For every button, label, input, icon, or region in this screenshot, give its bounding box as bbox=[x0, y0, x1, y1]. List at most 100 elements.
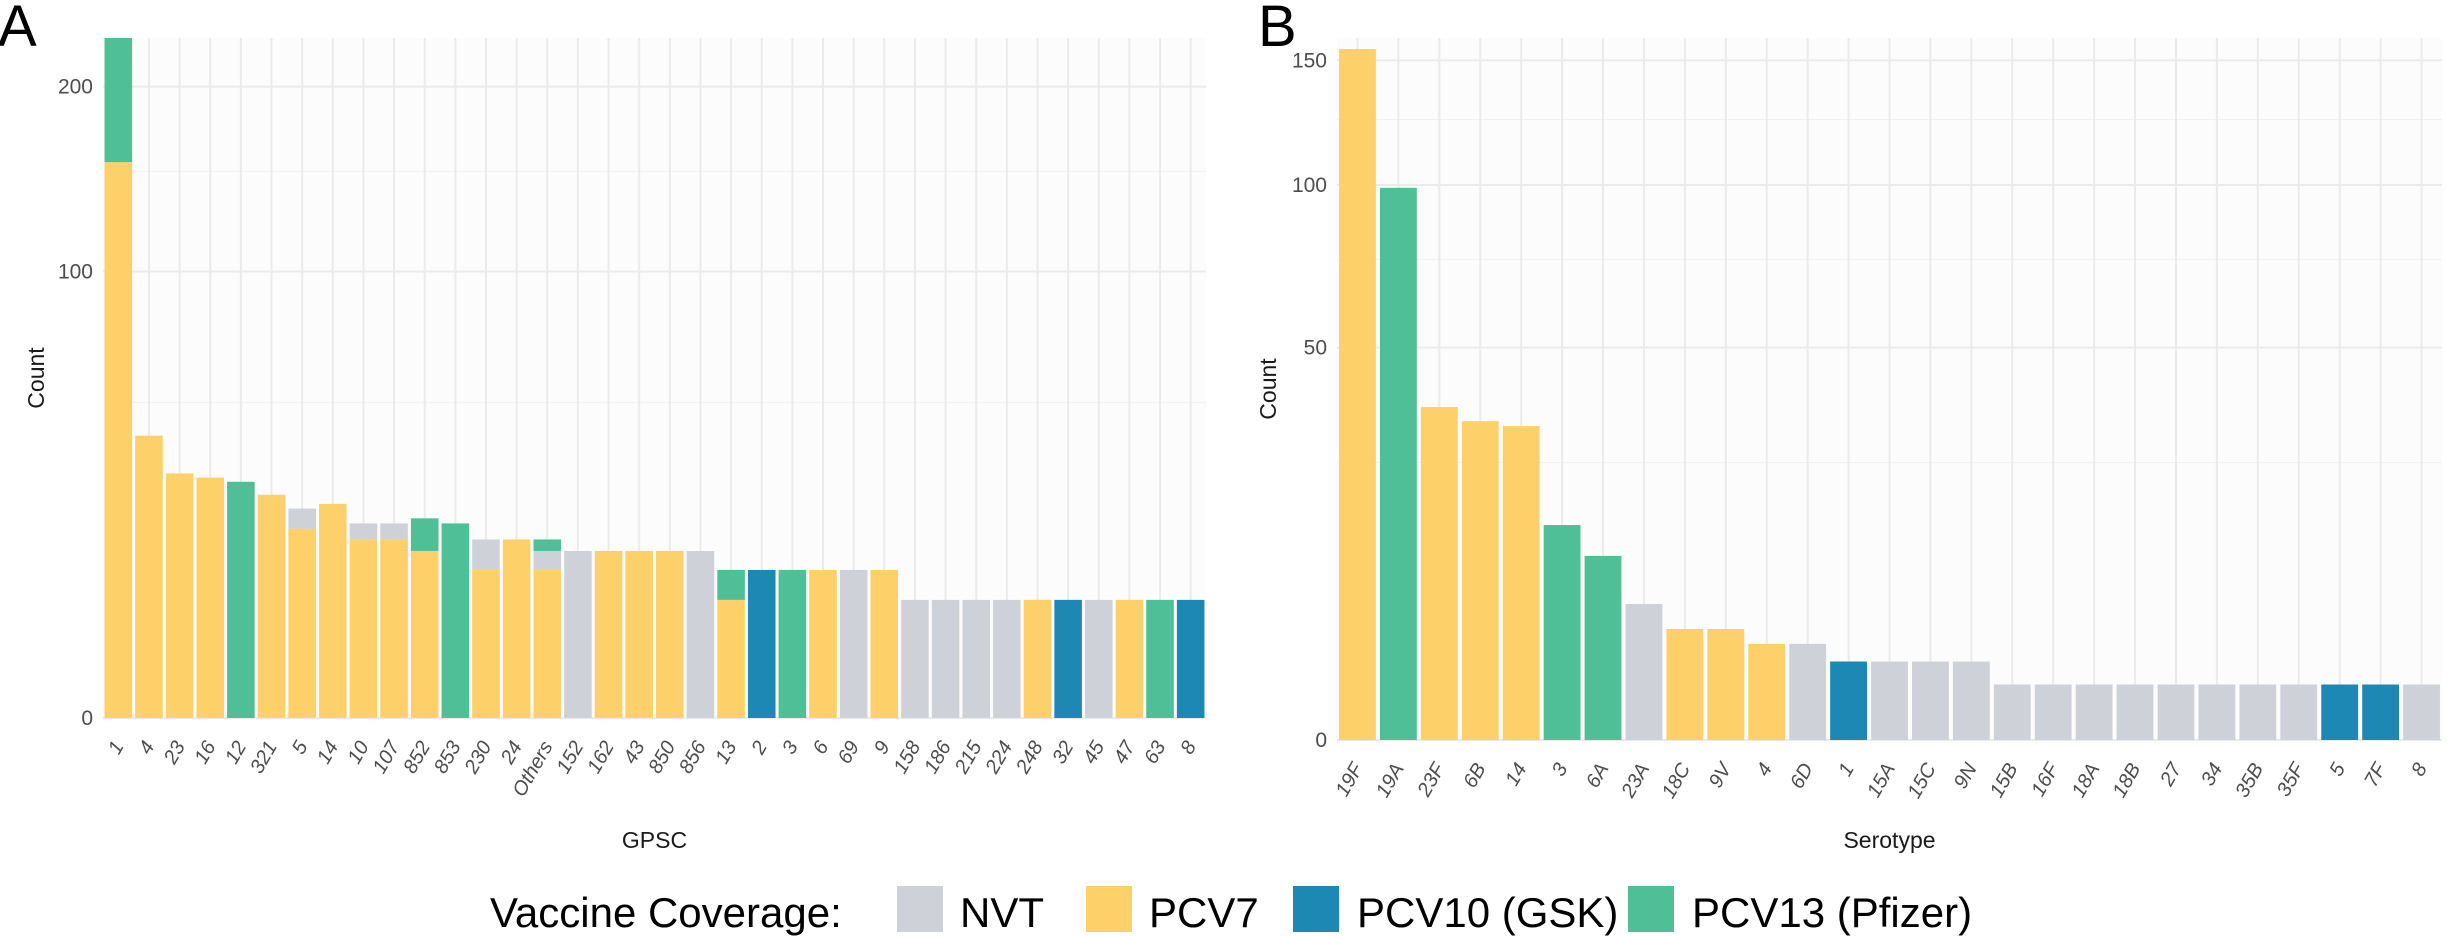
bar-segment-pcv10 bbox=[1176, 599, 1205, 718]
bar-segment-pcv10 bbox=[747, 569, 776, 718]
bar-segment-nvt bbox=[993, 599, 1021, 718]
bar bbox=[2403, 684, 2440, 740]
legend: Vaccine Coverage: NVT PCV7 PCV10 (GSK) PCV1… bbox=[490, 886, 1972, 936]
bar-segment-pcv7 bbox=[257, 494, 286, 718]
plot-background bbox=[103, 38, 1206, 718]
legend-label: PCV10 (GSK) bbox=[1357, 889, 1618, 936]
x-tick-label: 18A bbox=[2068, 760, 2105, 802]
x-tick-label: 850 bbox=[644, 738, 680, 778]
bar-segment-pcv13 bbox=[410, 518, 439, 551]
bar bbox=[1584, 555, 1622, 740]
y-tick-label: 0 bbox=[81, 707, 93, 730]
x-tick-label: 35F bbox=[2273, 758, 2310, 800]
panel-a-letter: A bbox=[0, 0, 37, 59]
x-axis-title: Serotype bbox=[1843, 827, 1935, 853]
bar-segment-pcv10 bbox=[1054, 599, 1082, 718]
x-tick-label: 14 bbox=[313, 738, 343, 768]
bar-segment-nvt bbox=[288, 508, 316, 529]
bar bbox=[1830, 661, 1867, 740]
x-tick-label: 19F bbox=[1332, 758, 1369, 800]
bar-segment-pcv7 bbox=[349, 539, 378, 718]
bar-segment-nvt bbox=[349, 523, 378, 540]
panel-b-letter: B bbox=[1258, 0, 1297, 59]
bar-segment-pcv7 bbox=[1115, 599, 1144, 718]
bar bbox=[1912, 661, 1949, 740]
x-tick-label: 152 bbox=[552, 738, 588, 778]
bar bbox=[1543, 525, 1581, 740]
x-tick-label: 4 bbox=[135, 738, 160, 759]
legend-swatch-pcv13 bbox=[1628, 886, 1674, 932]
x-tick-label: 6 bbox=[809, 737, 834, 758]
x-tick-label: 15A bbox=[1863, 760, 1900, 802]
bar-segment-pcv13 bbox=[778, 569, 807, 718]
y-axis-title: Count bbox=[1255, 358, 1281, 420]
x-tick-label: 248 bbox=[1012, 738, 1048, 779]
bar-segment-pcv13 bbox=[1146, 599, 1174, 718]
x-tick-label: 9 bbox=[870, 738, 895, 759]
x-tick-label: 107 bbox=[369, 737, 405, 778]
x-tick-label: 230 bbox=[460, 738, 496, 779]
x-tick-label: 13 bbox=[711, 738, 741, 768]
y-tick-label: 50 bbox=[1304, 337, 1327, 360]
y-tick-label: 150 bbox=[1292, 49, 1327, 72]
x-tick-label: 3 bbox=[778, 738, 803, 759]
x-tick-label: 34 bbox=[2197, 760, 2227, 790]
bar bbox=[1952, 661, 1990, 740]
bar-segment-pcv7 bbox=[196, 477, 225, 718]
bar-segment-pcv7 bbox=[410, 550, 439, 718]
x-tick-label: 4 bbox=[1752, 760, 1777, 781]
bar-segment-pcv7 bbox=[809, 569, 837, 718]
bar bbox=[1666, 629, 1704, 740]
bar bbox=[1379, 187, 1417, 741]
bar-segment-pcv7 bbox=[104, 162, 133, 719]
x-tick-label: 162 bbox=[583, 738, 619, 778]
bar-segment-nvt bbox=[533, 550, 562, 570]
x-tick-label: 9N bbox=[1950, 759, 1982, 793]
bar bbox=[2116, 684, 2154, 740]
x-tick-label: 15C bbox=[1903, 759, 1941, 802]
x-tick-label: 6A bbox=[1582, 760, 1613, 792]
bar-segment-pcv7 bbox=[1023, 599, 1052, 718]
x-tick-label: 18C bbox=[1658, 759, 1696, 802]
x-tick-label: 186 bbox=[920, 737, 956, 778]
bar bbox=[2034, 684, 2072, 740]
bar bbox=[2157, 684, 2195, 740]
bar-segment-pcv13 bbox=[441, 523, 470, 718]
x-tick-label: 7F bbox=[2360, 758, 2392, 791]
x-tick-label: 12 bbox=[221, 738, 251, 768]
bar-segment-pcv7 bbox=[165, 473, 194, 718]
bar-segment-pcv7 bbox=[594, 550, 623, 718]
x-tick-label: 1 bbox=[1834, 760, 1859, 781]
bar bbox=[2362, 684, 2400, 740]
bar-segment-pcv7 bbox=[717, 599, 745, 718]
legend-label: NVT bbox=[960, 889, 1044, 936]
bar bbox=[1789, 643, 1827, 740]
bar-segment-pcv7 bbox=[656, 550, 684, 718]
x-tick-label: 45 bbox=[1079, 737, 1110, 768]
x-tick-label: 8 bbox=[1176, 738, 1201, 759]
bar bbox=[2280, 684, 2318, 740]
x-tick-label: 856 bbox=[675, 737, 711, 778]
x-tick-label: 43 bbox=[619, 738, 649, 768]
legend-label: PCV13 (Pfizer) bbox=[1692, 889, 1972, 936]
legend-swatch-pcv10 bbox=[1293, 886, 1339, 932]
bar-segment-pcv7 bbox=[533, 569, 562, 718]
x-tick-label: 15B bbox=[1986, 760, 2023, 802]
x-tick-label: 5 bbox=[288, 737, 313, 758]
bar-segment-nvt bbox=[1084, 599, 1113, 718]
bar bbox=[1461, 421, 1499, 740]
bar bbox=[1871, 661, 1908, 740]
y-axis-title: Count bbox=[23, 347, 49, 409]
bar-segment-nvt bbox=[564, 550, 592, 718]
bar bbox=[1339, 49, 1376, 741]
bar-segment-nvt bbox=[380, 523, 408, 540]
bar-segment-pcv13 bbox=[717, 569, 745, 600]
x-tick-label: 19A bbox=[1372, 760, 1409, 802]
bar-segment-pcv7 bbox=[135, 435, 163, 718]
bar-segment-nvt bbox=[901, 599, 929, 718]
y-tick-label: 100 bbox=[58, 261, 93, 284]
legend-swatch-pcv7 bbox=[1086, 886, 1132, 932]
bar-segment-nvt bbox=[472, 539, 500, 570]
